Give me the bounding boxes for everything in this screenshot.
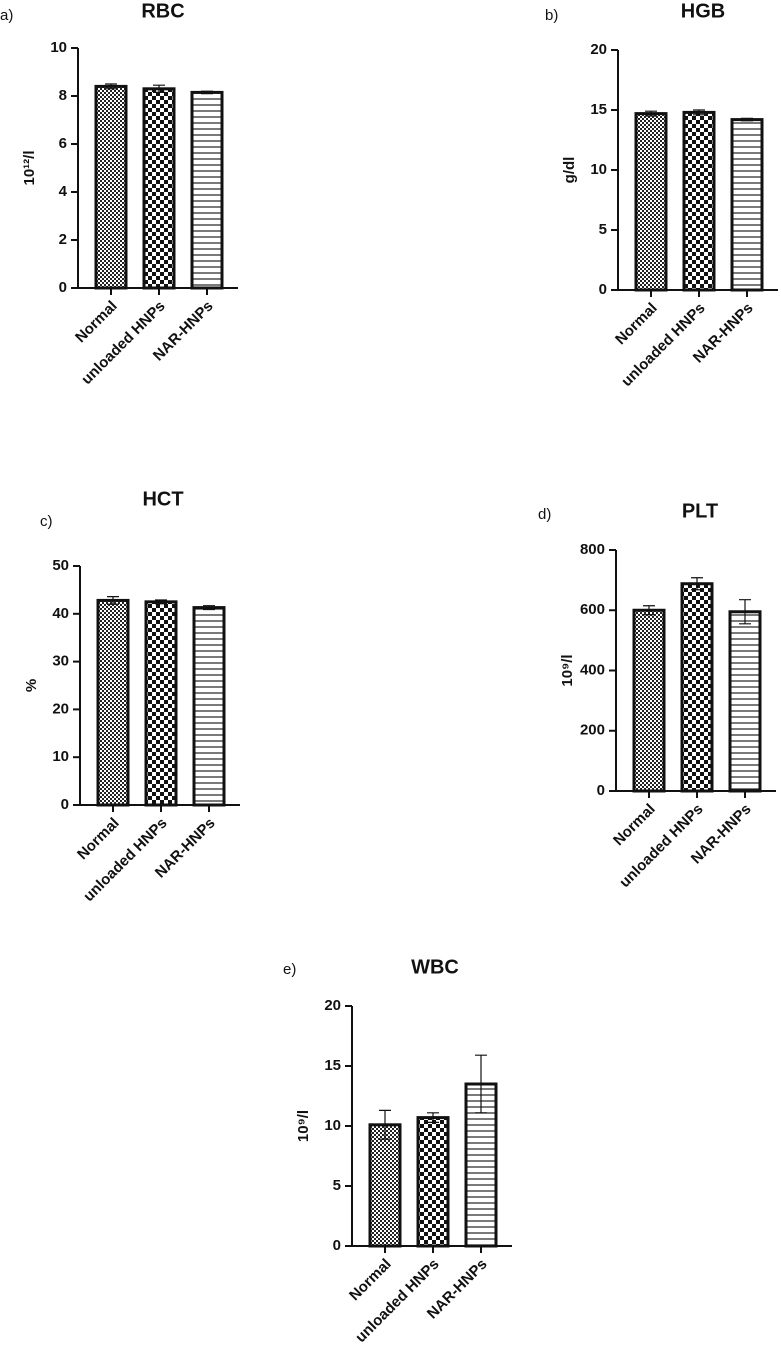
error-bar xyxy=(107,595,119,605)
bar xyxy=(192,606,226,807)
y-tick-label: 0 xyxy=(597,782,605,799)
error-bar xyxy=(203,605,215,611)
chart-title: RBC xyxy=(141,0,184,22)
y-tick-label: 15 xyxy=(324,1057,341,1074)
error-bar xyxy=(475,1054,487,1114)
y-tick-label: 800 xyxy=(580,541,605,558)
y-axis-label: g/dl xyxy=(561,157,578,184)
bar xyxy=(190,90,224,290)
y-tick-label: 5 xyxy=(599,221,607,238)
y-axis-label: 10⁹/l xyxy=(559,654,576,686)
chart-title: PLT xyxy=(682,500,718,522)
error-bar xyxy=(427,1112,439,1123)
y-tick-label: 40 xyxy=(52,605,69,622)
panel-label: c) xyxy=(40,513,53,530)
y-tick-label: 20 xyxy=(590,41,607,58)
panel-label: e) xyxy=(283,961,296,978)
x-tick-label: unloaded HNPs xyxy=(618,300,708,390)
x-tick-label: Normal xyxy=(74,815,123,864)
x-tick-label: unloaded HNPs xyxy=(80,815,170,905)
y-tick-label: 4 xyxy=(59,183,68,200)
y-axis-label: % xyxy=(23,679,40,692)
error-bar xyxy=(693,109,705,116)
error-bar xyxy=(741,117,753,122)
x-tick-label: unloaded HNPs xyxy=(616,801,706,891)
y-tick-label: 10 xyxy=(50,39,67,56)
bar xyxy=(96,598,130,807)
bar xyxy=(416,1116,450,1248)
bar xyxy=(368,1123,402,1248)
panel-label: a) xyxy=(0,7,13,24)
bar xyxy=(144,600,178,807)
y-tick-label: 6 xyxy=(59,135,67,152)
y-tick-label: 30 xyxy=(52,653,69,670)
y-tick-label: 0 xyxy=(61,796,69,813)
error-bar xyxy=(105,83,117,90)
error-bar xyxy=(155,599,167,605)
y-tick-label: 8 xyxy=(59,87,67,104)
x-tick-label: Normal xyxy=(72,298,121,347)
panel-label: d) xyxy=(538,506,551,523)
error-bar xyxy=(691,577,703,591)
bar xyxy=(730,118,764,292)
y-tick-label: 5 xyxy=(333,1177,341,1194)
error-bar xyxy=(153,84,165,93)
error-bar xyxy=(379,1109,391,1140)
x-tick-label: unloaded HNPs xyxy=(78,298,168,388)
chart-title: WBC xyxy=(411,956,459,978)
y-tick-label: 0 xyxy=(333,1237,341,1254)
y-tick-label: 200 xyxy=(580,722,605,739)
x-tick-label: Normal xyxy=(612,300,661,349)
chart-title: HCT xyxy=(142,488,183,510)
bar xyxy=(680,582,714,793)
y-tick-label: 50 xyxy=(52,557,69,574)
error-bar xyxy=(739,599,751,625)
bar xyxy=(94,84,128,290)
y-axis-label: 10⁹/l xyxy=(295,1110,312,1142)
bar xyxy=(728,610,762,793)
chart-title: HGB xyxy=(681,0,725,22)
x-tick-label: Normal xyxy=(610,801,659,850)
y-tick-label: 0 xyxy=(599,281,607,298)
error-bar xyxy=(643,605,655,616)
y-tick-label: 15 xyxy=(590,101,607,118)
bar xyxy=(682,110,716,292)
error-bar xyxy=(645,110,657,117)
bar xyxy=(142,87,176,290)
x-tick-label: Normal xyxy=(346,1256,395,1305)
bar xyxy=(634,112,668,292)
error-bar xyxy=(201,90,213,95)
y-tick-label: 0 xyxy=(59,279,67,296)
y-tick-label: 10 xyxy=(590,161,607,178)
y-tick-label: 20 xyxy=(324,997,341,1014)
y-tick-label: 2 xyxy=(59,231,67,248)
y-tick-label: 600 xyxy=(580,601,605,618)
panel-label: b) xyxy=(545,7,558,24)
y-tick-label: 10 xyxy=(52,748,69,765)
bar xyxy=(632,608,666,793)
y-tick-label: 20 xyxy=(52,700,69,717)
y-tick-label: 10 xyxy=(324,1117,341,1134)
y-axis-label: 10¹²/l xyxy=(21,150,38,185)
x-tick-label: unloaded HNPs xyxy=(352,1256,442,1346)
y-tick-label: 400 xyxy=(580,661,605,678)
